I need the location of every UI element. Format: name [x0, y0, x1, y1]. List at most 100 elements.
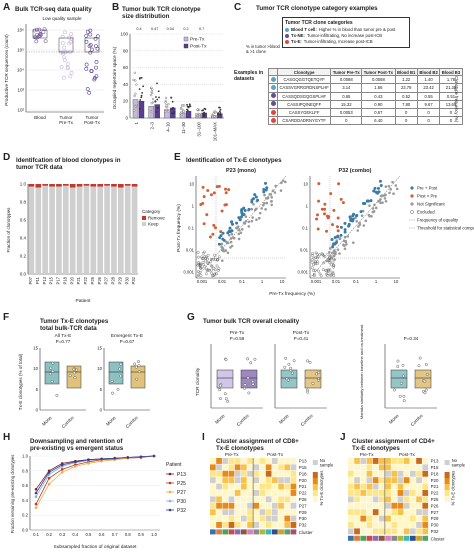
data-point — [189, 105, 192, 108]
data-point — [93, 36, 98, 41]
data-point — [133, 362, 136, 366]
subplot-title: Post-Tx — [293, 330, 310, 336]
point-not-significant — [232, 236, 235, 239]
heatmap-cell — [253, 464, 260, 471]
heatmap-cell — [222, 477, 229, 484]
point-excluded — [196, 274, 200, 277]
y-tick-label: 5 — [100, 387, 103, 392]
heatmap-cell — [278, 509, 284, 516]
heatmap-cell — [360, 470, 367, 477]
heatmap-cell — [348, 458, 354, 464]
y-tick-label: 0.1 — [188, 226, 194, 231]
point-excluded — [331, 260, 335, 264]
heatmap-cell — [210, 509, 216, 516]
bar-keep — [111, 186, 117, 274]
heatmap-cell — [372, 477, 379, 484]
row-marker — [268, 91, 278, 101]
point-pre-post — [228, 230, 232, 234]
heatmap-cell — [397, 483, 404, 490]
data-point — [182, 110, 185, 113]
data-point — [84, 66, 89, 71]
point-not-significant — [374, 206, 378, 210]
point-not-significant — [250, 219, 254, 223]
bar-keep — [131, 186, 138, 274]
data-point — [63, 30, 67, 35]
point-post-gt-pre — [205, 213, 209, 217]
point-pre-post — [366, 199, 370, 203]
data-point — [253, 357, 257, 361]
data-point — [140, 76, 143, 79]
data-point — [219, 108, 222, 111]
y-tick-label: 5 — [36, 387, 39, 392]
table-cell: 0.0053 — [330, 107, 363, 118]
point-not-significant — [380, 194, 384, 197]
heatmap-cell — [241, 515, 247, 522]
heatmap-cell — [210, 490, 216, 496]
header-cell — [268, 67, 278, 77]
data-point — [150, 86, 153, 89]
point-post-gt-pre — [201, 185, 205, 189]
point-excluded — [312, 273, 316, 276]
heatmap-cell — [290, 477, 297, 484]
series-point — [47, 476, 51, 480]
heatmap-cell — [397, 528, 404, 535]
data-point — [67, 41, 72, 46]
data-point — [165, 105, 168, 109]
panel-label: A — [3, 2, 11, 13]
heatmap-cell — [228, 496, 235, 503]
row-marker — [268, 116, 278, 126]
heatmap-cell — [272, 496, 278, 503]
heatmap-cell — [222, 515, 229, 522]
series-point — [47, 482, 51, 486]
data-point — [133, 109, 136, 112]
y-tick-label: 20 — [123, 99, 129, 104]
data-point — [224, 358, 228, 361]
data-point — [69, 36, 74, 41]
row-marker — [268, 107, 278, 118]
point-post-gt-pre — [337, 182, 341, 186]
point-not-significant — [338, 252, 341, 255]
bar-keep — [56, 186, 62, 274]
data-point — [285, 377, 289, 381]
legend-label: P27 — [177, 490, 186, 496]
point-not-significant — [334, 250, 337, 254]
heatmap-cell — [403, 464, 410, 471]
row-label: P30 — [299, 516, 307, 521]
heatmap-cell — [391, 509, 398, 516]
heatmap-cell — [272, 483, 278, 490]
heatmap-cell — [366, 464, 373, 471]
heatmap-cell — [403, 528, 410, 535]
heatmap-cell — [272, 490, 278, 496]
point-post-gt-pre — [336, 216, 340, 220]
x-tick-label: 0.2 — [46, 532, 52, 537]
row-marker — [268, 83, 278, 93]
table-row: CASSQDSGQGSPLHF 0.65 0.43 0.52 0.55 0.51 — [268, 91, 463, 101]
heatmap-cell — [216, 515, 222, 522]
subplot-title: Emergent Tx-E — [111, 333, 143, 339]
heatmap-cell — [241, 458, 247, 464]
point-not-significant — [244, 219, 248, 223]
heatmap-cell — [354, 496, 360, 503]
heatmap-cell — [290, 502, 297, 509]
point-not-significant — [395, 187, 399, 191]
p-value-label: P=0.41 — [294, 336, 309, 341]
heatmap-cell — [403, 502, 410, 509]
cluster-color-cell — [360, 535, 367, 541]
heatmap-cell — [284, 509, 291, 516]
point-not-significant — [239, 231, 243, 235]
row-label: P13 — [299, 459, 307, 464]
panel-b-plot: 100 80 60 40 20 0 Occupied repertoire space (%… — [112, 27, 224, 141]
point-pre-post — [221, 237, 225, 241]
x-tick-label: P11 — [35, 276, 40, 284]
heatmap-cell — [265, 496, 272, 503]
heatmap-cell — [385, 496, 391, 503]
row-marker — [268, 75, 278, 85]
header-cell: Tumor Post-Tx — [361, 67, 396, 77]
y-tick-label: 0 — [100, 408, 103, 413]
heatmap-cell — [416, 502, 422, 509]
point-pre-post — [369, 199, 373, 203]
heatmap-cell — [290, 496, 297, 503]
panel-d: D Identifcation of blood clonotypes in t… — [0, 150, 170, 310]
data-point — [89, 47, 94, 52]
